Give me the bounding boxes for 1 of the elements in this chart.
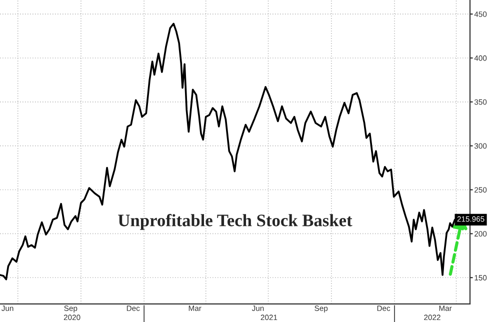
text: Unprofitable Tech Stock Basket (118, 214, 352, 230)
